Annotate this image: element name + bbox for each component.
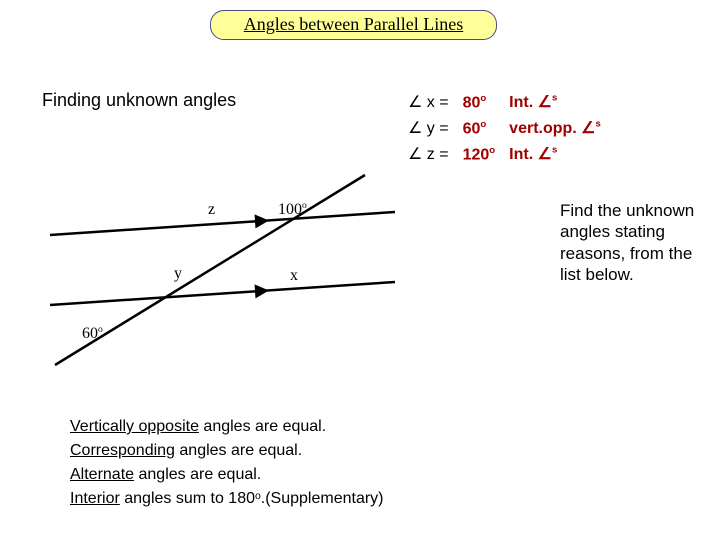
page-title: Angles between Parallel Lines — [210, 10, 497, 40]
rule-item: Interior angles sum to 180o.(Supplementa… — [70, 490, 384, 508]
answer-value: 80o — [457, 90, 502, 114]
answer-label: ∠ y = — [402, 116, 455, 140]
answer-row: ∠ x = 80o Int. ∠s — [402, 90, 607, 114]
answer-value: 120o — [457, 142, 502, 166]
answer-value: 60o — [457, 116, 502, 140]
svg-text:60o: 60o — [82, 324, 103, 342]
answer-reason: Int. ∠s — [503, 90, 607, 114]
title-text: Angles between Parallel Lines — [244, 14, 463, 34]
prompt-text: Find the unknown angles stating reasons,… — [560, 200, 700, 285]
answer-label: ∠ x = — [402, 90, 455, 114]
rules-list: Vertically opposite angles are equal. Co… — [70, 418, 384, 514]
answer-row: ∠ y = 60o vert.opp. ∠s — [402, 116, 607, 140]
svg-text:z: z — [208, 201, 215, 218]
answer-reason: vert.opp. ∠s — [503, 116, 607, 140]
answer-row: ∠ z = 120o Int. ∠s — [402, 142, 607, 166]
answers-table: ∠ x = 80o Int. ∠s ∠ y = 60o vert.opp. ∠s… — [400, 88, 609, 168]
subtitle: Finding unknown angles — [42, 90, 236, 111]
answer-label: ∠ z = — [402, 142, 455, 166]
diagram-svg: z 100o y x 60o — [40, 170, 410, 390]
svg-text:x: x — [290, 267, 298, 284]
answer-reason: Int. ∠s — [503, 142, 607, 166]
answers-block: ∠ x = 80o Int. ∠s ∠ y = 60o vert.opp. ∠s… — [400, 88, 609, 168]
parallel-lines-diagram: z 100o y x 60o — [40, 170, 410, 390]
rule-item: Vertically opposite angles are equal. — [70, 418, 384, 436]
svg-text:y: y — [174, 265, 182, 282]
rule-item: Corresponding angles are equal. — [70, 442, 384, 460]
svg-text:100o: 100o — [278, 200, 307, 218]
rule-item: Alternate angles are equal. — [70, 466, 384, 484]
